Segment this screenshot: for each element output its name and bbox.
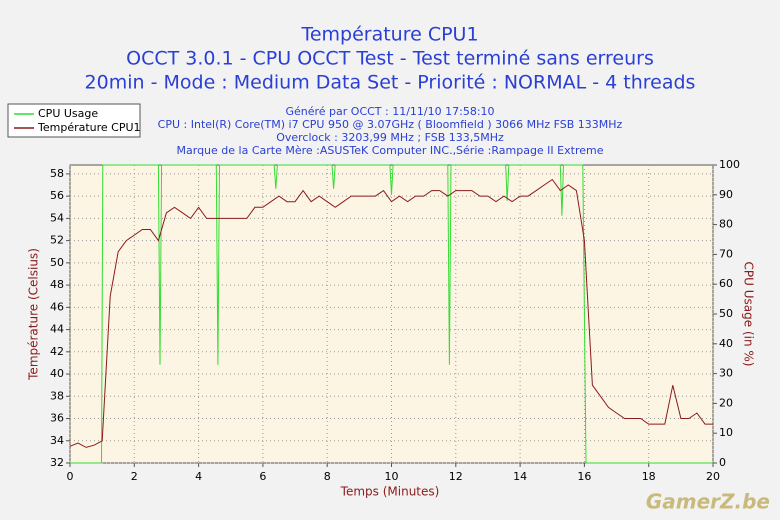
info: CPU : Intel(R) Core(TM) i7 CPU 950 @ 3.0… <box>158 118 623 131</box>
subtitle: 20min - Mode : Medium Data Set - Priorit… <box>85 72 696 94</box>
y-tick-label: 44 <box>50 323 64 336</box>
x-tick-label: 2 <box>131 470 138 483</box>
y-tick-label: 32 <box>50 456 64 469</box>
y2-tick-label: 80 <box>719 218 733 231</box>
y-tick-label: 58 <box>50 167 64 180</box>
x-tick-label: 6 <box>259 470 266 483</box>
legend-label: Température CPU1 <box>37 121 141 134</box>
y2-tick-label: 50 <box>719 307 733 320</box>
chart-title: Température CPU1 <box>300 24 478 46</box>
y2-tick-label: 20 <box>719 396 733 409</box>
y-tick-label: 42 <box>50 345 64 358</box>
x-tick-label: 16 <box>577 470 591 483</box>
x-axis-label: Temps (Minutes) <box>340 485 440 499</box>
x-tick-label: 20 <box>706 470 720 483</box>
y2-tick-label: 90 <box>719 188 733 201</box>
y-tick-label: 46 <box>50 300 64 313</box>
y2-tick-label: 40 <box>719 337 733 350</box>
x-tick-label: 0 <box>67 470 74 483</box>
y-tick-label: 34 <box>50 434 64 447</box>
y-tick-label: 54 <box>50 211 64 224</box>
y2-tick-label: 30 <box>719 367 733 380</box>
y2-axis-label: CPU Usage (in %) <box>742 262 756 367</box>
y2-tick-label: 10 <box>719 426 733 439</box>
y-tick-label: 50 <box>50 256 64 269</box>
x-tick-label: 18 <box>642 470 656 483</box>
y2-tick-label: 100 <box>719 158 740 171</box>
x-tick-label: 10 <box>385 470 399 483</box>
watermark: GamerZ.be <box>646 490 770 514</box>
x-tick-label: 12 <box>449 470 463 483</box>
y-tick-label: 56 <box>50 189 64 202</box>
y-tick-label: 40 <box>50 367 64 380</box>
y-axis-label: Température (Celsius) <box>27 248 41 381</box>
x-tick-label: 8 <box>324 470 331 483</box>
y-tick-label: 38 <box>50 389 64 402</box>
y2-tick-label: 70 <box>719 247 733 260</box>
y2-tick-label: 60 <box>719 277 733 290</box>
y-tick-label: 48 <box>50 278 64 291</box>
series-line <box>69 178 713 448</box>
info: Généré par OCCT : 11/11/10 17:58:10 <box>285 105 494 118</box>
legend-box <box>7 103 141 138</box>
subtitle: OCCT 3.0.1 - CPU OCCT Test - Test termin… <box>126 48 654 70</box>
info: Marque de la Carte Mère :ASUSTeK Compute… <box>177 144 604 157</box>
info: Overclock : 3203,99 MHz ; FSB 133,5MHz <box>276 131 504 144</box>
y-tick-label: 52 <box>50 234 64 247</box>
y2-tick-label: 0 <box>719 456 726 469</box>
y-tick-label: 36 <box>50 412 64 425</box>
x-tick-label: 4 <box>195 470 202 483</box>
x-tick-label: 14 <box>513 470 527 483</box>
legend-label: CPU Usage <box>38 107 98 120</box>
series-line <box>70 164 713 464</box>
